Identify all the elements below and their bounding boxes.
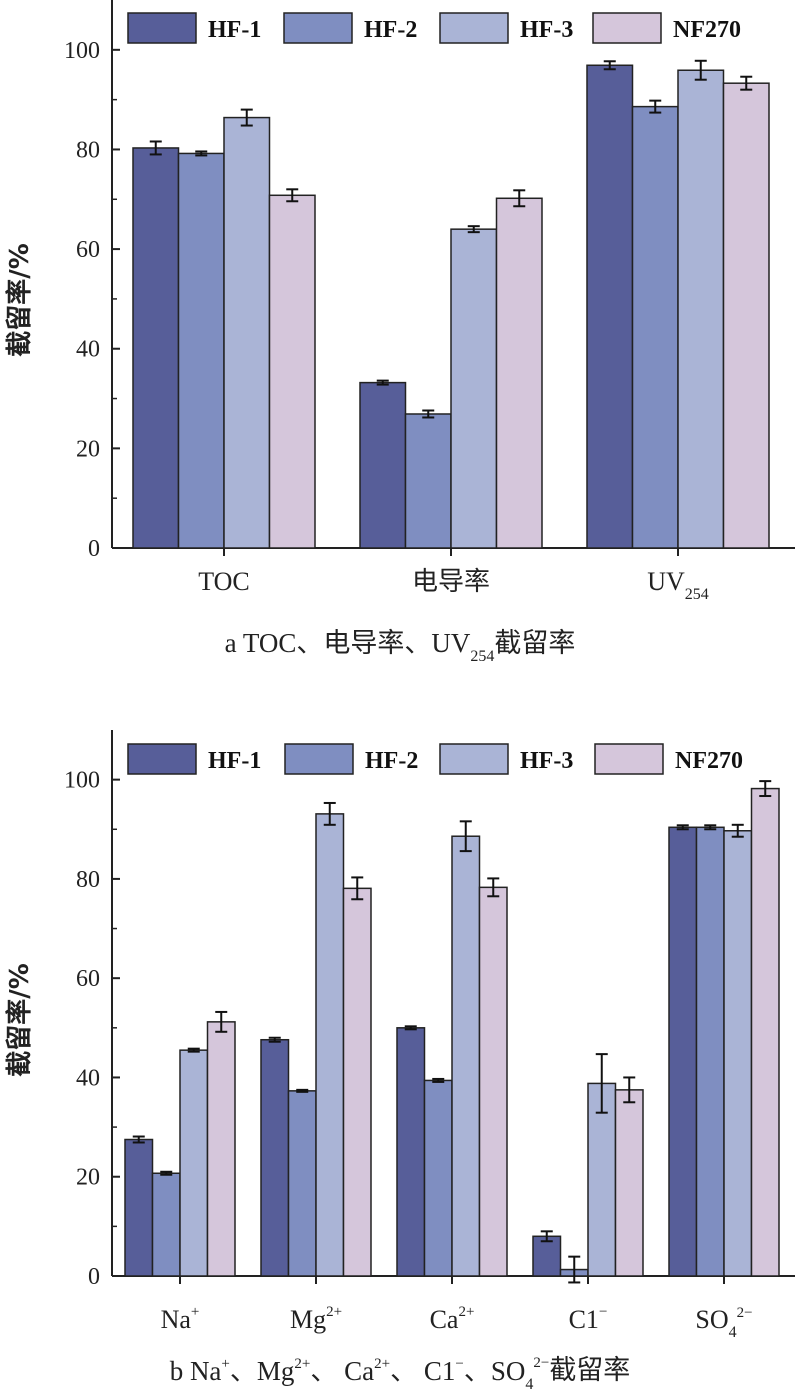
x-category-label: Na+ [161,1304,200,1334]
bar-hf-2-0 [177,152,225,549]
legend-label: NF270 [675,748,743,774]
bar-hf-2-4 [695,826,725,1277]
y-axis-label: 截留率/% [4,963,35,1077]
bar-hf-1-2 [396,1027,426,1277]
bar-nf270-2 [722,82,770,549]
legend-label: HF-1 [208,748,261,774]
legend-label: HF-2 [365,748,418,774]
legend-swatch-hf-1 [127,743,197,775]
x-category-label: Ca2+ [430,1304,475,1334]
y-tick-label: 60 [76,966,100,992]
chart-b: 0 20 40 60 80 100 截留率/% Na+ Mg2+ Ca2+ C1− SO42− HF-1… [4,730,795,1393]
bar-hf-2-2 [423,1079,453,1277]
y-axis-label: 截留率/% [4,243,35,357]
legend-label: HF-2 [364,17,417,43]
bar-hf-1-0 [124,1138,154,1277]
y-tick-label: 100 [64,768,100,794]
bar-hf-3-4 [723,830,753,1277]
bar-nf270-1 [342,887,372,1277]
x-category-label: UV254 [647,567,709,603]
bar-hf-2-1 [287,1090,317,1277]
legend-swatch-hf-3 [439,12,509,44]
bar-hf-3-1 [315,813,345,1277]
y-tick-label: 40 [76,337,100,363]
bar-hf-1-1 [260,1038,290,1277]
legend-swatch-hf-2 [283,12,353,44]
bar-hf-1-4 [668,826,698,1277]
y-tick-label: 60 [76,237,100,263]
chart-a: 0 20 40 60 80 100 截留率/% TOC 电导率 UV254 HF-1 HF-2 HF-3… [4,0,795,665]
bar-hf-2-0 [151,1172,181,1277]
x-category-label: SO42− [695,1305,752,1341]
legend-label: HF-3 [520,17,573,43]
y-tick-label: 0 [88,1264,100,1290]
bar-hf-2-1 [404,413,452,549]
bar-hf-3-2 [677,69,725,549]
bar-nf270-0 [268,194,316,549]
bar-hf-2-2 [631,105,679,549]
x-category-label: TOC [198,567,250,596]
x-category-label: Mg2+ [290,1304,342,1334]
y-tick-label: 80 [76,867,100,893]
legend-swatch-hf-1 [127,12,197,44]
chart-b-caption: b Na+、Mg2+、 Ca2+、 C1−、SO42−截留率 [170,1355,631,1393]
bar-nf270-3 [614,1089,644,1277]
bar-hf-1-3 [532,1235,562,1277]
x-category-label: C1− [569,1304,608,1334]
chart-a-caption: a TOC、电导率、UV254截留率 [225,628,576,665]
x-category-label: 电导率 [412,567,490,596]
bar-nf270-0 [206,1021,236,1277]
y-tick-label: 0 [88,536,100,562]
bar-hf-1-0 [132,147,180,549]
legend-swatch-nf270 [592,12,662,44]
bar-hf-3-2 [451,835,481,1277]
bar-nf270-1 [495,197,543,549]
bar-hf-3-1 [450,228,498,549]
legend-label: HF-3 [520,748,573,774]
y-tick-label: 40 [76,1065,100,1091]
y-tick-label: 80 [76,137,100,163]
legend-label: NF270 [673,17,741,43]
bar-hf-1-2 [586,64,634,549]
bar-nf270-4 [750,787,780,1277]
bar-hf-3-0 [179,1049,209,1277]
bar-hf-3-0 [223,116,271,549]
legend-swatch-hf-2 [284,743,354,775]
y-tick-label: 20 [76,1165,100,1191]
legend-swatch-hf-3 [439,743,509,775]
bar-hf-1-1 [359,381,407,549]
y-tick-label: 20 [76,436,100,462]
legend-label: HF-1 [208,17,261,43]
y-tick-label: 100 [64,38,100,64]
legend-swatch-nf270 [594,743,664,775]
bar-nf270-2 [478,886,508,1277]
